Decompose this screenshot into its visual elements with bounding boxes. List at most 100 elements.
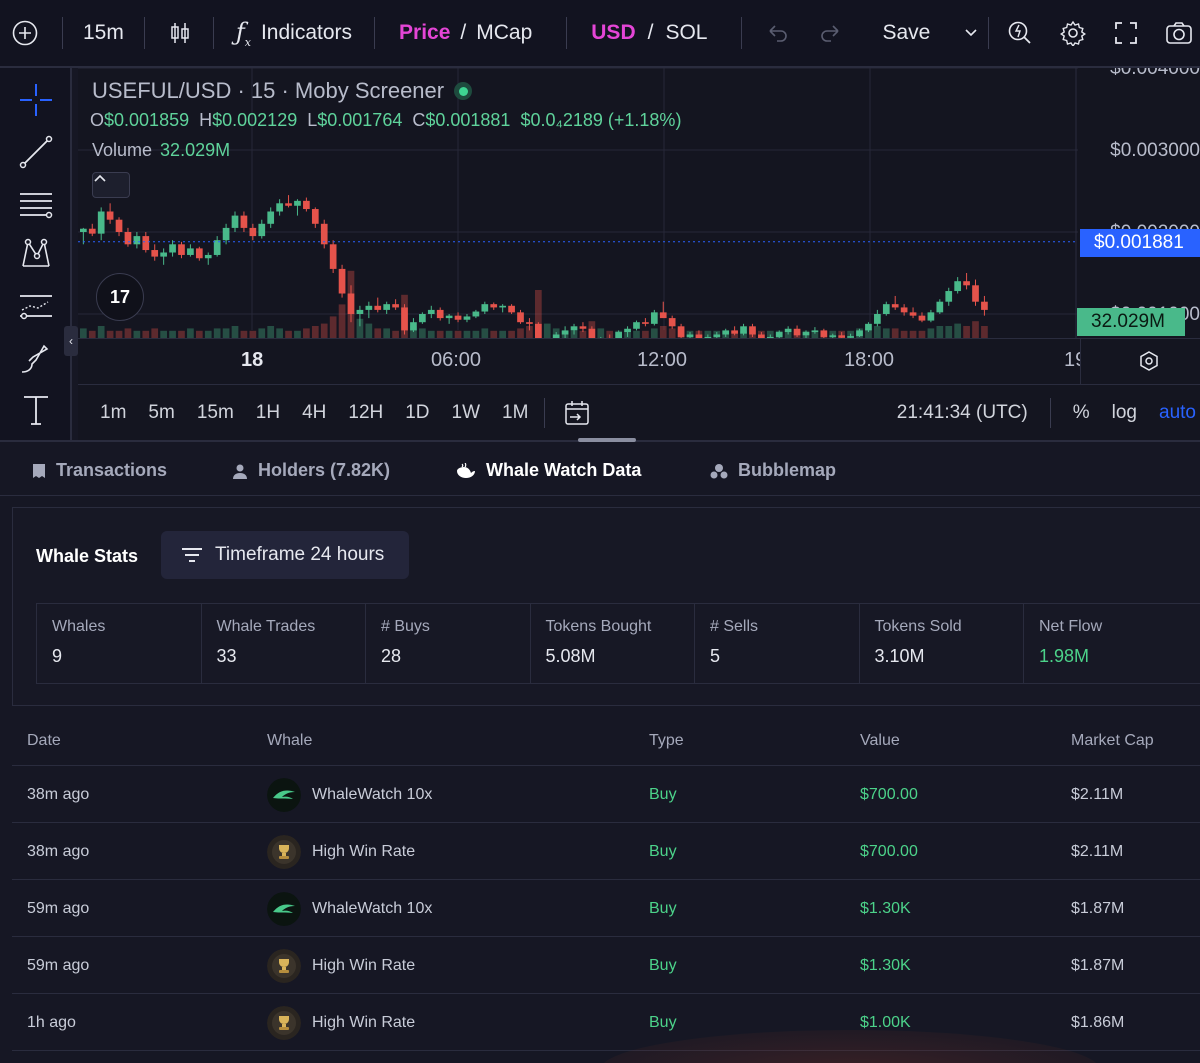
save-options-button[interactable] (964, 0, 978, 67)
price-option[interactable]: Price (399, 21, 451, 44)
table-row[interactable]: 59m ago High Win Rate Buy $1.30K $1.87M (12, 937, 1200, 994)
quick-search-button[interactable] (1007, 0, 1033, 67)
time-axis-label: 18:00 (844, 349, 895, 371)
table-row[interactable]: 38m ago WhaleWatch 10x Buy $700.00 $2.11M (12, 766, 1200, 823)
row-whale-name[interactable]: WhaleWatch 10x (312, 786, 433, 803)
range-12h[interactable]: 12H (348, 401, 384, 423)
candle-body (249, 227, 257, 237)
toolbar-separator (212, 17, 214, 49)
save-button[interactable]: Save (882, 0, 930, 67)
sol-option[interactable]: SOL (665, 21, 708, 44)
fullscreen-button[interactable] (1113, 0, 1139, 67)
row-whale-name[interactable]: High Win Rate (312, 1014, 416, 1031)
axis-settings-icon[interactable] (1138, 350, 1160, 372)
header-date[interactable]: Date (27, 732, 61, 749)
range-4h[interactable]: 4H (302, 401, 327, 423)
candle-body (481, 304, 489, 312)
receipt-icon (33, 463, 45, 478)
brush-icon[interactable] (18, 340, 54, 376)
row-market-cap: $2.11M (1071, 843, 1124, 860)
candle-body (472, 311, 480, 317)
range-1mo[interactable]: 1M (502, 401, 529, 423)
range-1m[interactable]: 1m (100, 401, 127, 423)
volume-bar (445, 330, 453, 338)
header-whale[interactable]: Whale (267, 732, 313, 749)
indicators-button[interactable]: ƒx Indicators (236, 0, 352, 67)
mcap-option[interactable]: MCap (476, 21, 533, 44)
crosshair-icon[interactable] (18, 82, 54, 118)
auto-scale-toggle[interactable]: auto (1159, 402, 1196, 423)
candle-body (231, 215, 239, 228)
fib-retracement-icon[interactable] (18, 186, 54, 222)
usd-option[interactable]: USD (591, 21, 636, 44)
trend-line-icon[interactable] (18, 134, 54, 170)
table-row[interactable]: 38m ago High Win Rate Buy $700.00 $2.11M (12, 823, 1200, 880)
tab-whale-watch[interactable]: Whale Watch Data (456, 460, 641, 481)
stat-sells: # Sells 5 (695, 604, 860, 683)
volume-bar (124, 328, 132, 338)
volume-bar (900, 330, 908, 338)
trophy-avatar-icon (267, 1006, 301, 1040)
undo-button[interactable] (764, 0, 790, 67)
chart-type-button[interactable] (167, 0, 193, 67)
timeframe-button[interactable]: Timeframe 24 hours (161, 531, 409, 579)
pattern-icon[interactable] (18, 236, 54, 272)
tab-label: Transactions (56, 460, 168, 480)
range-15m[interactable]: 15m (196, 401, 234, 423)
volume-bar (338, 304, 346, 338)
candle-body (615, 332, 622, 338)
prediction-icon[interactable] (18, 288, 54, 324)
high-label: H (199, 110, 213, 130)
range-1w[interactable]: 1W (451, 401, 481, 423)
range-1h[interactable]: 1H (255, 401, 281, 423)
volume-bar (526, 326, 533, 338)
row-whale-name[interactable]: WhaleWatch 10x (312, 900, 433, 917)
currency-toggle[interactable]: USD / SOL (591, 0, 707, 67)
interval-button[interactable]: 15m (83, 0, 124, 67)
time-axis-label: 06:00 (431, 349, 482, 371)
tab-bubblemap[interactable]: Bubblemap (710, 460, 836, 481)
percent-scale-toggle[interactable]: % (1072, 402, 1090, 423)
volume-bar (891, 328, 899, 338)
settings-button[interactable] (1060, 0, 1087, 67)
tradingview-logo[interactable]: 17 (96, 273, 144, 321)
row-value: $1.00K (860, 1014, 911, 1031)
row-whale-name[interactable]: High Win Rate (312, 957, 416, 974)
header-type[interactable]: Type (649, 732, 684, 749)
price-mcap-toggle[interactable]: Price / MCap (399, 0, 532, 67)
range-5m[interactable]: 5m (148, 401, 175, 423)
candle-body (329, 244, 337, 269)
price-chart[interactable]: USEFUL/USD · 15 · Moby Screener O$0.0018… (78, 68, 1200, 384)
volume-bar (311, 326, 319, 338)
header-market-cap[interactable]: Market Cap (1071, 732, 1154, 749)
tab-transactions[interactable]: Transactions (32, 460, 167, 481)
time-axis-label: 18 (241, 349, 264, 371)
range-1d[interactable]: 1D (405, 401, 430, 423)
volume-bar (383, 328, 391, 338)
candle-body (517, 312, 524, 323)
text-tool-icon[interactable] (18, 392, 54, 428)
date-range-icon[interactable] (563, 399, 591, 427)
log-scale-toggle[interactable]: log (1111, 402, 1137, 423)
drag-handle[interactable] (578, 438, 636, 442)
candle-body (222, 227, 230, 241)
volume-bar (374, 328, 382, 338)
row-value: $1.30K (860, 900, 911, 917)
volume-bar (508, 330, 515, 338)
row-whale-name[interactable]: High Win Rate (312, 843, 416, 860)
tab-holders[interactable]: Holders (7.82K) (232, 460, 390, 481)
candle-body (936, 301, 944, 313)
candle-body (463, 316, 471, 320)
add-symbol-button[interactable] (0, 0, 50, 67)
stat-tokens-sold: Tokens Sold 3.10M (860, 604, 1024, 683)
header-value[interactable]: Value (860, 732, 900, 749)
time-axis[interactable]: 18 06:00 12:00 18:00 19 (78, 338, 1200, 385)
utc-clock[interactable]: 21:41:34 (UTC) (896, 402, 1028, 423)
screenshot-button[interactable] (1165, 0, 1193, 67)
range-divider (544, 397, 546, 428)
table-row[interactable]: 1h ago High Win Rate Buy $1.00K $1.86M (12, 994, 1200, 1051)
redo-button[interactable] (818, 0, 844, 67)
table-row[interactable]: 59m ago WhaleWatch 10x Buy $1.30K $1.87M (12, 880, 1200, 937)
collapse-toolbar-button[interactable]: ‹ (64, 326, 78, 356)
collapse-legend-button[interactable] (92, 172, 130, 198)
